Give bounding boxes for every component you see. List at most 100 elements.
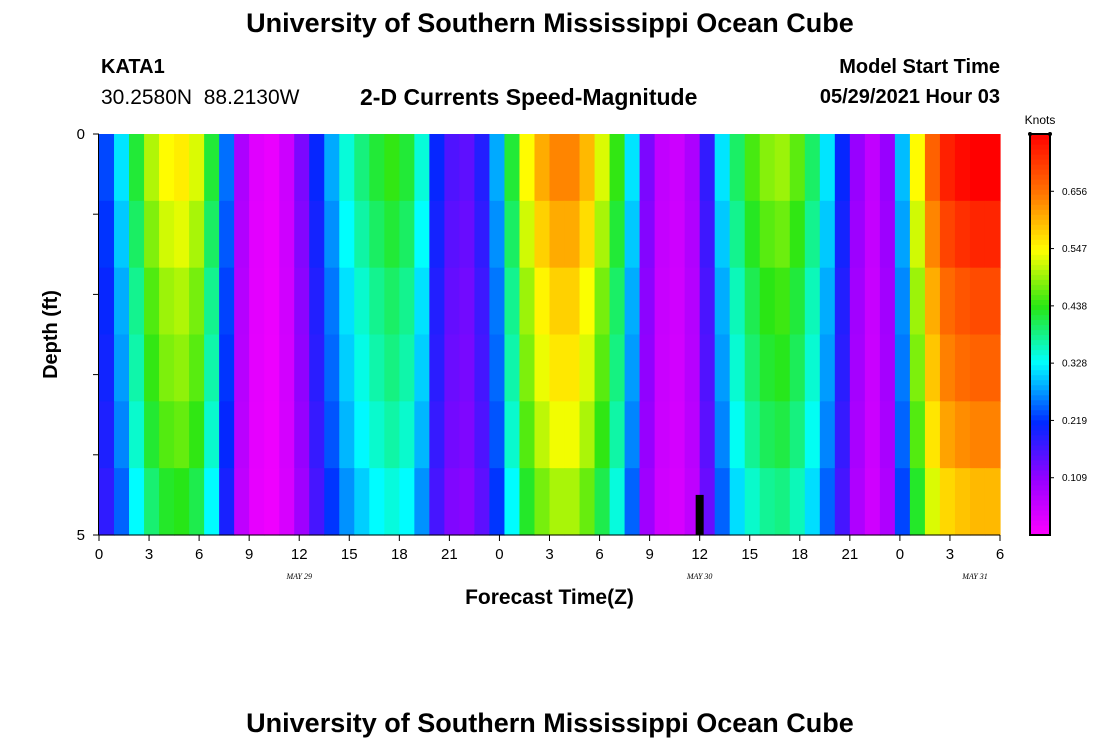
heatmap-cell — [579, 134, 596, 202]
colorbar-segment — [1030, 524, 1050, 531]
heatmap-cell — [714, 134, 731, 202]
heatmap-cell — [939, 267, 956, 336]
heatmap-cell — [774, 134, 791, 202]
heatmap-cell — [699, 200, 716, 269]
x-tick-label: 15 — [741, 546, 758, 563]
heatmap-cell — [579, 334, 596, 402]
heatmap-cell — [954, 468, 971, 536]
heatmap-cell — [864, 401, 881, 469]
station-id: KATA1 — [101, 56, 165, 78]
x-tick-label: 0 — [495, 546, 503, 563]
colorbar-segment — [1030, 459, 1050, 466]
heatmap-cell — [774, 267, 791, 336]
heatmap-cell — [699, 334, 716, 402]
heatmap-cell — [144, 468, 160, 536]
colorbar-segment — [1030, 444, 1050, 451]
heatmap-cell — [129, 401, 145, 469]
heatmap-cell — [834, 401, 851, 469]
heatmap-cell — [279, 334, 295, 402]
heatmap-cell — [444, 334, 460, 402]
colorbar-segment — [1030, 339, 1050, 346]
heatmap-cell — [489, 200, 506, 269]
heatmap-cell — [174, 401, 190, 469]
colorbar-segment — [1030, 439, 1050, 446]
colorbar-segment — [1030, 449, 1050, 456]
colorbar-segment — [1030, 274, 1050, 280]
heatmap-cell — [489, 134, 506, 202]
heatmap-cell — [474, 468, 491, 536]
heatmap-cell — [864, 134, 881, 202]
heatmap-cell — [924, 468, 941, 536]
heatmap-cell — [174, 200, 190, 269]
heatmap-cell — [624, 468, 641, 536]
heatmap-cell — [534, 334, 551, 402]
heatmap-cell — [459, 468, 476, 536]
heatmap-cell — [339, 200, 355, 269]
heatmap-cell — [729, 134, 746, 202]
heatmap-cell — [144, 200, 160, 269]
heatmap-cell — [984, 401, 1001, 469]
heatmap-cell — [594, 401, 611, 469]
heatmap-cell — [489, 401, 506, 469]
heatmap-cell — [864, 200, 881, 269]
heatmap-cell — [264, 401, 280, 469]
heatmap-cell — [534, 468, 551, 536]
heatmap-cell — [549, 134, 566, 202]
colorbar-unit-label: Knots — [1025, 113, 1056, 127]
heatmap-cell — [594, 334, 611, 402]
heatmap-cell — [669, 334, 686, 402]
heatmap-cell — [174, 134, 190, 202]
heatmap-cell — [894, 267, 911, 336]
heatmap-cell — [819, 334, 836, 402]
colorbar-segment — [1030, 314, 1050, 321]
heatmap-cell — [654, 401, 671, 469]
heatmap-cell — [354, 468, 370, 536]
heatmap-cell — [399, 401, 415, 469]
heatmap-cell — [924, 401, 941, 469]
heatmap-cell — [729, 334, 746, 402]
colorbar-segment — [1030, 169, 1050, 175]
heatmap-cell — [639, 200, 656, 269]
heatmap-cell — [909, 401, 926, 469]
heatmap-cell — [429, 200, 445, 269]
colorbar-segment — [1030, 334, 1050, 341]
heatmap-cell — [114, 401, 130, 469]
heatmap-cell — [624, 401, 641, 469]
heatmap-cell — [399, 134, 415, 202]
heatmap-cell — [444, 200, 460, 269]
heatmap-cell — [189, 134, 205, 202]
heatmap-cell — [549, 334, 566, 402]
colorbar-segment — [1030, 389, 1050, 396]
heatmap-cell — [804, 334, 821, 402]
colorbar-segment — [1030, 349, 1050, 356]
heatmap-cell — [579, 468, 596, 536]
heatmap-cell — [624, 134, 641, 202]
heatmap-cell — [849, 334, 866, 402]
heatmap-cell — [354, 334, 370, 402]
heatmap-cell — [354, 401, 370, 469]
colorbar-segment — [1030, 304, 1050, 311]
colorbar-segment — [1030, 424, 1050, 431]
heatmap-cell — [714, 200, 731, 269]
heatmap-cell — [714, 267, 731, 336]
heatmap-cell — [129, 334, 145, 402]
heatmap-cell — [399, 200, 415, 269]
heatmap-cell — [219, 468, 235, 536]
heatmap-cell — [969, 267, 986, 336]
heatmap-cell — [99, 134, 115, 202]
heatmap-cell — [384, 334, 400, 402]
colorbar-segment — [1030, 164, 1050, 170]
x-tick-label: 9 — [645, 546, 653, 563]
heatmap-cell — [954, 267, 971, 336]
colorbar-segment — [1030, 429, 1050, 436]
y-axis-title: Depth (ft) — [40, 290, 62, 379]
footer-title: University of Southern Mississippi Ocean… — [246, 708, 854, 738]
heatmap-cell — [804, 267, 821, 336]
plot-title: 2-D Currents Speed-Magnitude — [360, 84, 698, 110]
heatmap-cell — [159, 267, 175, 336]
colorbar-segment — [1030, 354, 1050, 361]
heatmap-cell — [249, 134, 265, 202]
colorbar-tick-label: 0.656 — [1062, 187, 1087, 198]
heatmap-cell — [174, 334, 190, 402]
heatmap-cell — [399, 468, 415, 536]
